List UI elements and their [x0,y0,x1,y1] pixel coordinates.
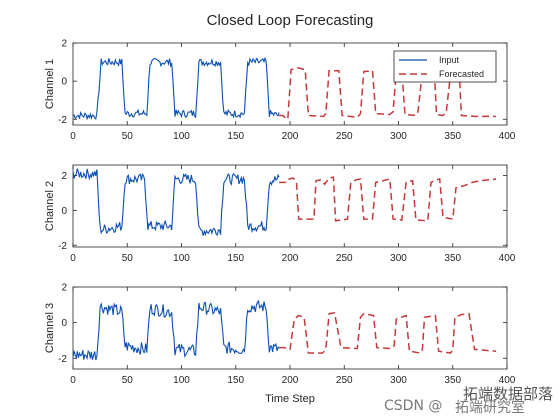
y-tick-label: 2 [61,283,67,294]
input-series [73,168,280,237]
y-tick-label: -2 [58,241,67,252]
chart-title: Closed Loop Forecasting [207,12,374,29]
watermark-line3: 拓端研究室 [455,399,525,416]
x-tick-label: 0 [70,253,76,264]
forecasted-series [279,311,497,354]
x-tick-label: 0 [70,131,76,142]
x-tick-label: 150 [227,375,244,386]
x-tick-label: 350 [444,253,461,264]
x-tick-label: 100 [173,131,190,142]
x-tick-label: 100 [173,375,190,386]
x-tick-label: 250 [336,253,353,264]
x-tick-label: 350 [444,131,461,142]
x-tick-label: 300 [390,375,407,386]
x-tick-label: 0 [70,375,76,386]
x-tick-label: 200 [282,131,299,142]
y-tick-label: -2 [58,115,67,126]
y-tick-label: 0 [61,318,67,329]
x-tick-label: 50 [122,375,134,386]
x-tick-label: 400 [499,375,516,386]
watermark-line2: 拓端数据部落 [463,385,553,403]
y-tick-label: 0 [61,206,67,217]
legend-box [393,50,497,83]
plot-area [72,286,508,370]
legend-input-label: Input [439,55,460,65]
x-tick-label: 300 [390,253,407,264]
x-tick-label: 200 [282,253,299,264]
x-tick-label: 300 [390,131,407,142]
y-axis-label: Channel 2 [44,181,56,231]
x-tick-label: 400 [499,253,516,264]
x-tick-label: 250 [336,375,353,386]
y-axis-label: Channel 1 [44,59,56,109]
x-tick-label: 150 [227,131,244,142]
y-tick-label: 2 [61,39,67,50]
x-tick-label: 100 [173,253,190,264]
x-tick-label: 50 [122,253,134,264]
legend: Input Forecasted [393,50,497,83]
x-tick-label: 50 [122,131,134,142]
y-tick-label: -2 [58,354,67,365]
watermark-csdn: CSDN @ [384,398,442,414]
x-tick-label: 350 [444,375,461,386]
input-series [73,299,280,361]
x-tick-label: 200 [282,375,299,386]
y-tick-label: 0 [61,77,67,88]
forecasted-series [279,176,497,222]
legend-forecasted-label: Forecasted [439,69,484,79]
x-tick-label: 250 [336,131,353,142]
y-axis-label: Channel 3 [44,303,56,353]
x-tick-label: 400 [499,131,516,142]
x-tick-label: 150 [227,253,244,264]
watermark: CSDN @ 拓端数据部落 拓端研究室 [384,385,553,416]
y-tick-label: 2 [61,171,67,182]
x-axis-label: Time Step [265,393,315,405]
input-series [73,56,280,121]
forecasted-series [279,67,497,121]
